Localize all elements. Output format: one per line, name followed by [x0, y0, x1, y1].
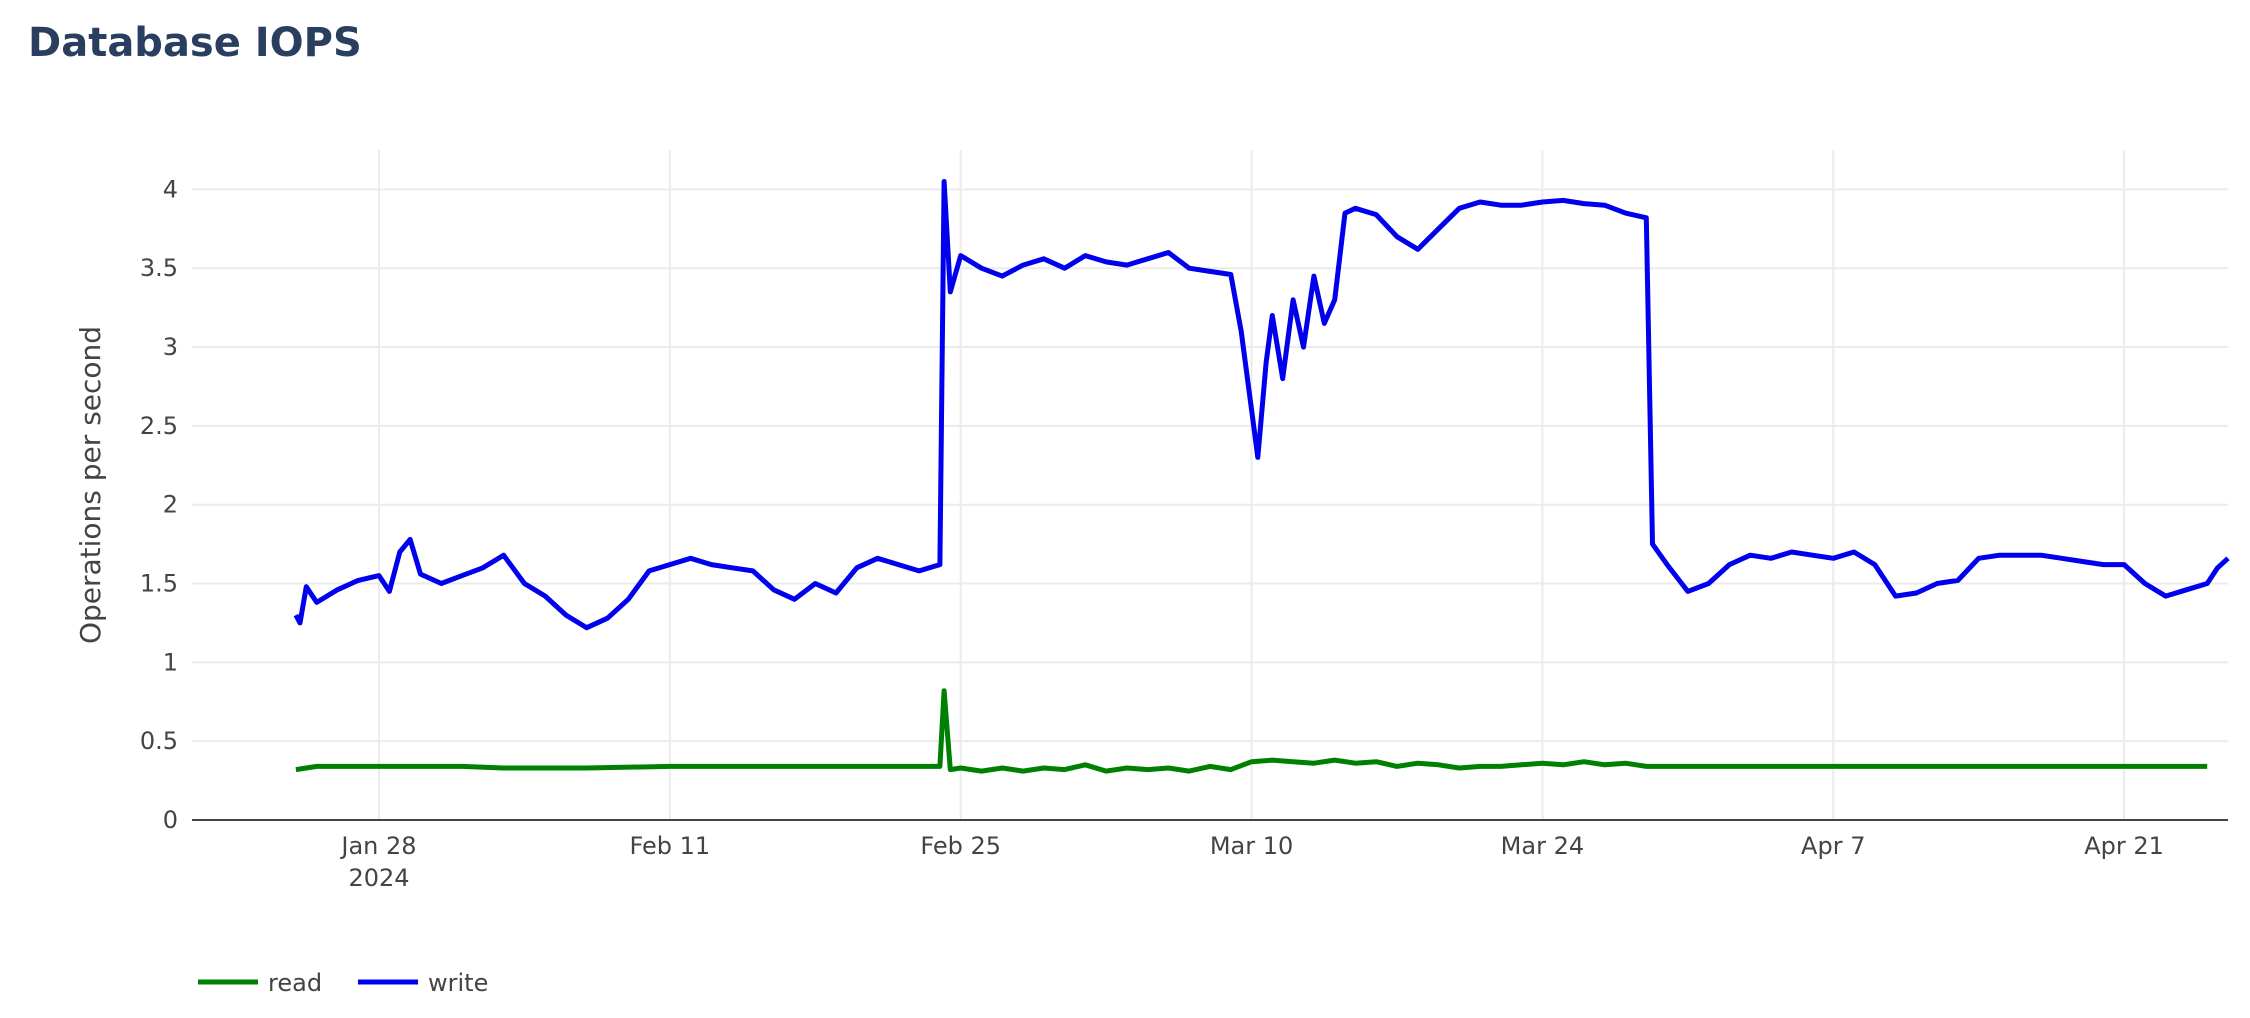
y-tick-label: 1.5	[140, 570, 178, 598]
series-line-read	[295, 688, 2208, 774]
legend[interactable]: read write	[198, 969, 488, 997]
legend-item-read[interactable]: read	[198, 969, 322, 997]
x-tick-label: Mar 24	[1501, 832, 1584, 860]
legend-item-write[interactable]: write	[358, 969, 488, 997]
x-tick-label: Jan 28	[339, 832, 416, 860]
x-tick-label: Feb 25	[920, 832, 1001, 860]
y-tick-label: 1	[163, 648, 178, 676]
legend-label: write	[428, 969, 488, 997]
y-tick-label: 2.5	[140, 412, 178, 440]
y-tick-label: 3.5	[140, 254, 178, 282]
y-tick-label: 2	[163, 491, 178, 519]
series-line-write	[293, 179, 2230, 631]
x-tick-label: Apr 21	[2084, 832, 2164, 860]
y-axis-title: Operations per second	[74, 326, 107, 644]
x-tick-label: Feb 11	[630, 832, 711, 860]
y-tick-label: 4	[163, 175, 178, 203]
axes: 0 0.5 1 1.5 2 2.5 3 3.5 4 Jan 28 2024 Feb 11 Feb 25 M…	[140, 175, 2228, 892]
page-title: Database IOPS	[28, 20, 362, 66]
y-tick-label: 3	[163, 333, 178, 361]
y-tick-label: 0.5	[140, 727, 178, 755]
y-tick-label: 0	[163, 806, 178, 834]
x-tick-label: Apr 7	[1801, 832, 1865, 860]
legend-label: read	[268, 969, 322, 997]
data-series	[293, 179, 2230, 774]
x-tick-sublabel: 2024	[348, 864, 409, 892]
x-tick-label: Mar 10	[1210, 832, 1293, 860]
grid-lines	[192, 150, 2228, 820]
